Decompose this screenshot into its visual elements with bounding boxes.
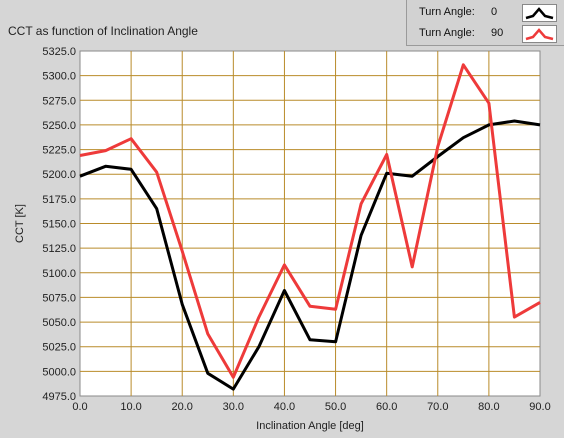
x-tick-label: 0.0 bbox=[72, 401, 87, 413]
y-tick-label: 5000.0 bbox=[42, 366, 76, 378]
x-tick-label: 60.0 bbox=[376, 401, 397, 413]
legend-swatch-black[interactable] bbox=[522, 4, 557, 22]
y-tick-label: 4975.0 bbox=[42, 391, 76, 403]
x-tick-label: 90.0 bbox=[529, 401, 550, 413]
legend-swatch-red[interactable] bbox=[522, 25, 557, 43]
x-tick-label: 30.0 bbox=[223, 401, 244, 413]
legend-entry-turn-angle-0: Turn Angle: 0 bbox=[407, 2, 564, 23]
y-tick-label: 5275.0 bbox=[42, 95, 76, 107]
y-tick-label: 5150.0 bbox=[42, 219, 76, 231]
x-tick-labels: 0.0 10.0 20.0 30.0 40.0 50.0 60.0 70.0 80.0 90.0 bbox=[72, 401, 550, 413]
x-axis-label: Inclination Angle [deg] bbox=[256, 420, 364, 432]
y-tick-label: 5125.0 bbox=[42, 243, 76, 255]
legend-value: 90 bbox=[491, 27, 504, 39]
y-tick-labels: 4975.0 5000.0 5025.0 5050.0 5075.0 5100.0 5125… bbox=[42, 46, 76, 403]
x-tick-label: 80.0 bbox=[478, 401, 499, 413]
x-tick-label: 70.0 bbox=[427, 401, 448, 413]
y-tick-label: 5325.0 bbox=[42, 46, 76, 58]
y-tick-label: 5050.0 bbox=[42, 317, 76, 329]
series-line-1 bbox=[79, 63, 541, 379]
legend-label: Turn Angle: bbox=[419, 27, 475, 39]
y-tick-label: 5025.0 bbox=[42, 342, 76, 354]
legend-value: 0 bbox=[491, 6, 498, 18]
legend-label: Turn Angle: bbox=[419, 6, 475, 18]
y-tick-label: 5175.0 bbox=[42, 194, 76, 206]
y-axis-label: CCT [K] bbox=[14, 204, 26, 243]
series-line-0 bbox=[79, 119, 541, 391]
y-tick-label: 5200.0 bbox=[42, 169, 76, 181]
x-tick-label: 50.0 bbox=[325, 401, 346, 413]
y-tick-label: 5100.0 bbox=[42, 268, 76, 280]
legend: Turn Angle: 0 Turn Angle: 90 bbox=[406, 0, 564, 46]
y-tick-label: 5250.0 bbox=[42, 120, 76, 132]
x-tick-label: 10.0 bbox=[120, 401, 141, 413]
legend-entry-turn-angle-90: Turn Angle: 90 bbox=[407, 23, 564, 44]
x-tick-label: 20.0 bbox=[172, 401, 193, 413]
y-tick-label: 5300.0 bbox=[42, 71, 76, 83]
series-layer bbox=[79, 63, 541, 391]
y-tick-label: 5225.0 bbox=[42, 145, 76, 157]
chart-title: CCT as function of Inclination Angle bbox=[8, 24, 198, 38]
y-tick-label: 5075.0 bbox=[42, 292, 76, 304]
x-tick-label: 40.0 bbox=[274, 401, 295, 413]
